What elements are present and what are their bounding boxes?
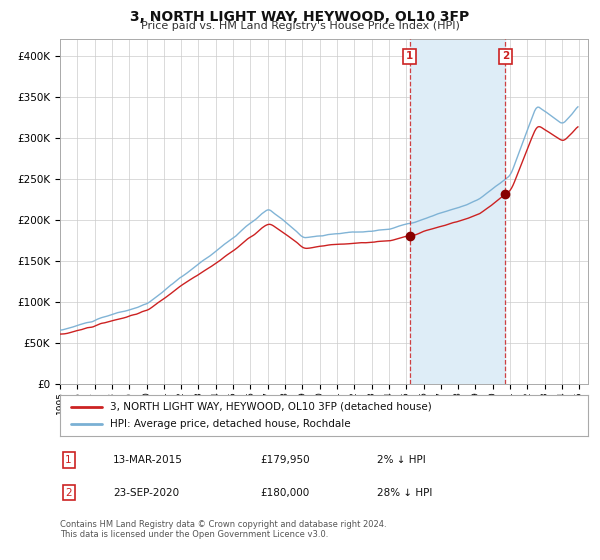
- Text: 2: 2: [502, 52, 509, 62]
- Bar: [410, 39, 505, 384]
- Text: 1: 1: [406, 52, 413, 62]
- Text: 3, NORTH LIGHT WAY, HEYWOOD, OL10 3FP (detached house): 3, NORTH LIGHT WAY, HEYWOOD, OL10 3FP (d…: [110, 402, 432, 412]
- Text: 28% ↓ HPI: 28% ↓ HPI: [377, 488, 432, 498]
- Text: 23-SEP-2020: 23-SEP-2020: [113, 488, 179, 498]
- Text: 13-MAR-2015: 13-MAR-2015: [113, 455, 182, 465]
- Text: 3, NORTH LIGHT WAY, HEYWOOD, OL10 3FP: 3, NORTH LIGHT WAY, HEYWOOD, OL10 3FP: [130, 10, 470, 24]
- Text: 1: 1: [65, 455, 72, 465]
- Text: 2% ↓ HPI: 2% ↓ HPI: [377, 455, 425, 465]
- Text: £180,000: £180,000: [260, 488, 310, 498]
- Text: Contains HM Land Registry data © Crown copyright and database right 2024.
This d: Contains HM Land Registry data © Crown c…: [60, 520, 386, 539]
- Text: Price paid vs. HM Land Registry's House Price Index (HPI): Price paid vs. HM Land Registry's House …: [140, 21, 460, 31]
- Text: £179,950: £179,950: [260, 455, 310, 465]
- Text: 2: 2: [65, 488, 72, 498]
- Text: HPI: Average price, detached house, Rochdale: HPI: Average price, detached house, Roch…: [110, 419, 351, 430]
